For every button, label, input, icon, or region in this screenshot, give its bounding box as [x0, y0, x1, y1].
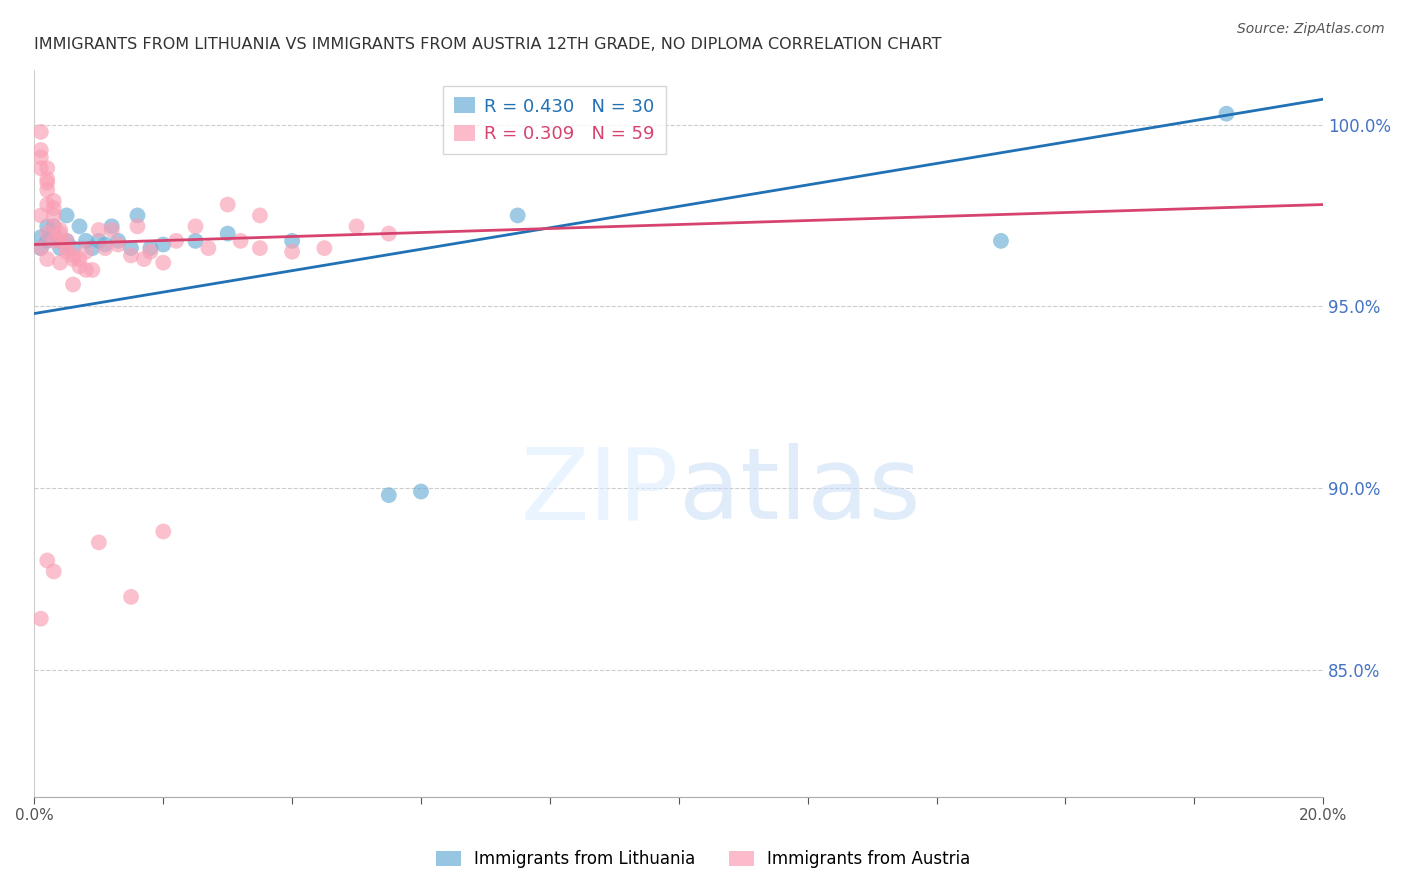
Point	[197, 241, 219, 255]
Point	[55, 234, 77, 248]
Point	[127, 219, 149, 234]
Point	[49, 227, 72, 241]
Point	[139, 241, 162, 255]
Text: Source: ZipAtlas.com: Source: ZipAtlas.com	[1237, 22, 1385, 37]
Point	[184, 234, 207, 248]
Point	[49, 223, 72, 237]
Point	[49, 234, 72, 248]
Point	[229, 234, 252, 248]
Point	[506, 209, 529, 223]
Point	[42, 565, 65, 579]
Point	[37, 197, 59, 211]
Point	[37, 172, 59, 186]
Point	[42, 219, 65, 234]
Point	[217, 197, 239, 211]
Legend: Immigrants from Lithuania, Immigrants from Austria: Immigrants from Lithuania, Immigrants fr…	[429, 844, 977, 875]
Point	[100, 223, 122, 237]
Point	[37, 234, 59, 248]
Point	[69, 260, 91, 274]
Point	[37, 176, 59, 190]
Point	[990, 234, 1012, 248]
Point	[30, 612, 52, 626]
Point	[69, 252, 91, 266]
Point	[62, 277, 84, 292]
Point	[37, 219, 59, 234]
Point	[107, 234, 129, 248]
Point	[87, 223, 110, 237]
Point	[30, 125, 52, 139]
Point	[120, 248, 142, 262]
Point	[314, 241, 336, 255]
Point	[30, 230, 52, 244]
Point	[62, 248, 84, 262]
Point	[49, 255, 72, 269]
Legend: R = 0.430   N = 30, R = 0.309   N = 59: R = 0.430 N = 30, R = 0.309 N = 59	[443, 87, 666, 153]
Point	[37, 252, 59, 266]
Point	[30, 241, 52, 255]
Text: IMMIGRANTS FROM LITHUANIA VS IMMIGRANTS FROM AUSTRIA 12TH GRADE, NO DIPLOMA CORR: IMMIGRANTS FROM LITHUANIA VS IMMIGRANTS …	[34, 37, 942, 53]
Point	[37, 161, 59, 176]
Point	[30, 209, 52, 223]
Point	[378, 227, 401, 241]
Point	[37, 553, 59, 567]
Point	[37, 183, 59, 197]
Point	[165, 234, 187, 248]
Point	[55, 244, 77, 259]
Point	[37, 227, 59, 241]
Point	[152, 237, 174, 252]
Text: atlas: atlas	[679, 443, 921, 540]
Point	[184, 219, 207, 234]
Point	[152, 255, 174, 269]
Point	[107, 237, 129, 252]
Point	[42, 219, 65, 234]
Point	[127, 209, 149, 223]
Point	[55, 209, 77, 223]
Point	[346, 219, 368, 234]
Point	[30, 241, 52, 255]
Point	[42, 227, 65, 241]
Point	[409, 484, 432, 499]
Point	[69, 219, 91, 234]
Point	[94, 241, 117, 255]
Point	[30, 150, 52, 164]
Point	[82, 241, 104, 255]
Point	[30, 143, 52, 157]
Point	[100, 219, 122, 234]
Point	[55, 241, 77, 255]
Point	[75, 244, 97, 259]
Point	[87, 234, 110, 248]
Point	[281, 244, 304, 259]
Point	[152, 524, 174, 539]
Point	[30, 161, 52, 176]
Point	[120, 241, 142, 255]
Point	[87, 535, 110, 549]
Point	[281, 234, 304, 248]
Text: ZIP: ZIP	[520, 443, 679, 540]
Point	[1215, 106, 1237, 120]
Point	[62, 241, 84, 255]
Point	[49, 241, 72, 255]
Point	[82, 263, 104, 277]
Point	[139, 244, 162, 259]
Point	[249, 209, 271, 223]
Point	[75, 263, 97, 277]
Point	[378, 488, 401, 502]
Point	[49, 234, 72, 248]
Point	[55, 234, 77, 248]
Point	[42, 194, 65, 208]
Point	[42, 209, 65, 223]
Point	[75, 234, 97, 248]
Point	[62, 252, 84, 266]
Point	[217, 227, 239, 241]
Point	[132, 252, 155, 266]
Point	[120, 590, 142, 604]
Point	[42, 234, 65, 248]
Point	[249, 241, 271, 255]
Point	[94, 237, 117, 252]
Point	[42, 201, 65, 215]
